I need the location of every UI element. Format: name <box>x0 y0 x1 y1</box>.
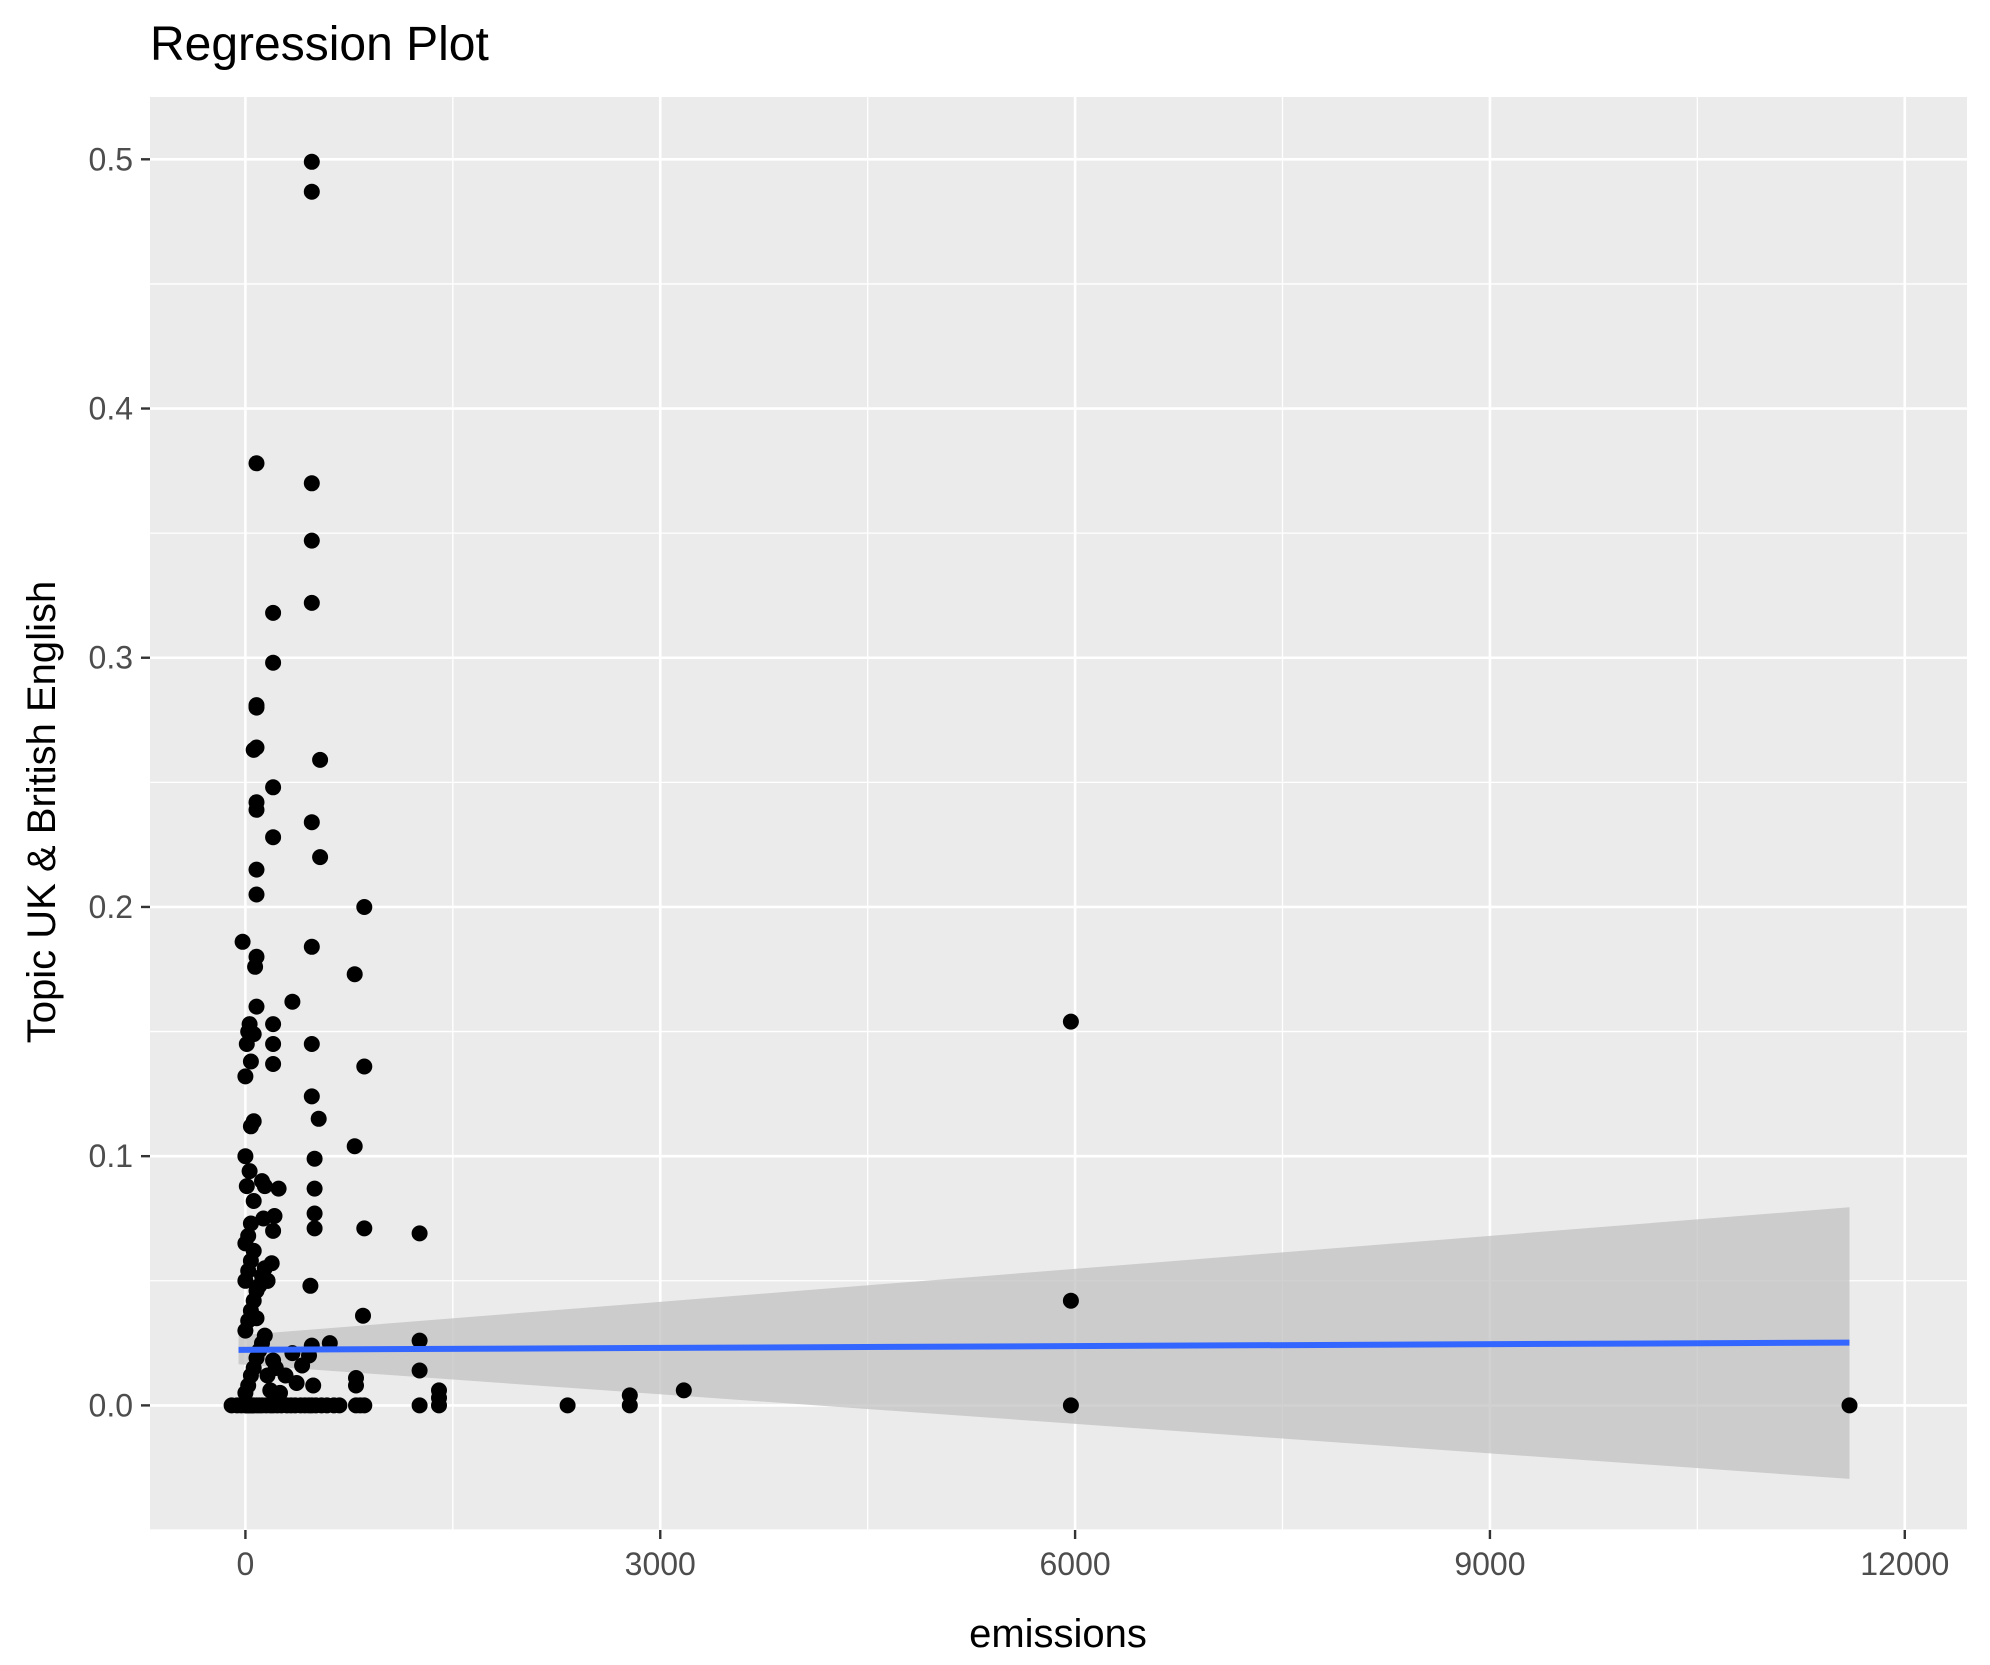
data-point <box>302 1277 319 1294</box>
data-point <box>312 751 329 768</box>
data-point <box>256 1327 273 1344</box>
data-point <box>303 938 320 955</box>
data-point <box>303 1088 320 1105</box>
data-point <box>265 1036 282 1052</box>
data-point <box>431 1389 447 1406</box>
data-point <box>559 1397 576 1414</box>
data-point <box>411 1397 428 1414</box>
data-point <box>265 1056 282 1072</box>
y-tick-label: 0.5 <box>89 141 133 177</box>
data-point <box>356 899 373 915</box>
regression-line-layer <box>238 1339 1850 1353</box>
data-point <box>1841 1397 1858 1414</box>
data-point <box>241 1163 258 1180</box>
x-tick-label: 3000 <box>625 1546 696 1582</box>
data-point <box>245 1193 262 1209</box>
data-point <box>675 1382 692 1399</box>
y-tick-label: 0.3 <box>89 640 133 676</box>
data-point <box>303 153 320 170</box>
data-point <box>306 1220 323 1237</box>
x-tick-label: 6000 <box>1039 1546 1110 1582</box>
y-axis-label: Topic UK & British English <box>20 581 64 1043</box>
data-point <box>303 814 320 831</box>
data-point <box>259 1272 276 1289</box>
data-point <box>303 475 320 492</box>
data-point <box>237 1068 254 1085</box>
y-tick-label: 0.4 <box>89 391 133 427</box>
data-point <box>411 1332 428 1349</box>
data-point <box>621 1387 638 1404</box>
x-tick-label: 0 <box>237 1546 255 1582</box>
data-point <box>248 455 265 472</box>
data-point <box>306 1150 323 1167</box>
data-point <box>331 1397 348 1414</box>
data-point <box>303 594 320 611</box>
data-point <box>248 1310 265 1327</box>
y-tick-label: 0.1 <box>89 1138 133 1174</box>
data-point <box>356 1220 373 1237</box>
y-axis: 0.0 0.1 0.2 0.3 0.4 0.5 <box>89 141 150 1423</box>
data-point <box>288 1375 305 1391</box>
data-point <box>411 1362 428 1379</box>
data-point <box>263 1255 280 1272</box>
data-point <box>248 794 265 811</box>
data-point <box>245 1113 262 1130</box>
data-point <box>234 933 251 950</box>
x-tick-label: 9000 <box>1454 1546 1525 1582</box>
x-tick-label: 12000 <box>1860 1546 1949 1582</box>
data-point <box>237 1148 254 1165</box>
data-point <box>1062 1292 1079 1309</box>
data-point <box>248 998 265 1015</box>
data-point <box>346 1138 363 1155</box>
x-axis-label: emissions <box>969 1612 1147 1656</box>
data-point <box>356 1058 373 1075</box>
data-point <box>303 1036 320 1052</box>
data-point <box>265 654 282 671</box>
data-point <box>303 532 320 549</box>
data-point <box>355 1307 371 1324</box>
confidence-band <box>238 1207 1850 1479</box>
data-point <box>348 1377 364 1394</box>
data-point <box>248 739 265 756</box>
data-point <box>248 697 265 714</box>
x-axis: 0 3000 6000 9000 12000 <box>237 1530 1949 1582</box>
data-point <box>306 1180 323 1197</box>
regression-line <box>238 1339 1850 1353</box>
data-point <box>265 1222 282 1239</box>
data-point <box>272 1384 288 1401</box>
data-point <box>245 1026 262 1043</box>
confidence-band-layer <box>238 1207 1850 1479</box>
data-point <box>265 604 282 621</box>
data-point <box>254 1173 270 1190</box>
data-point <box>1062 1397 1079 1414</box>
data-point <box>240 1227 257 1244</box>
data-point <box>242 1053 259 1070</box>
data-point <box>284 993 301 1010</box>
data-point <box>265 829 282 846</box>
data-point <box>265 1016 282 1033</box>
data-point <box>248 886 265 903</box>
data-point <box>312 849 329 866</box>
data-point <box>242 1215 259 1232</box>
data-point <box>265 779 282 796</box>
data-point <box>305 1377 322 1394</box>
data-point <box>255 1210 272 1227</box>
data-point <box>248 948 265 965</box>
chart-title: Regression Plot <box>150 18 489 71</box>
data-point <box>346 966 363 983</box>
data-point <box>356 1397 373 1414</box>
data-point <box>270 1180 287 1197</box>
data-point <box>1062 1013 1079 1030</box>
data-point <box>303 183 320 200</box>
data-point <box>310 1110 327 1127</box>
data-point <box>306 1205 323 1222</box>
data-point <box>411 1225 428 1242</box>
y-tick-label: 0.2 <box>89 889 133 925</box>
data-point <box>238 1178 255 1195</box>
y-tick-label: 0.0 <box>89 1387 133 1423</box>
data-point <box>248 861 265 878</box>
major-gridlines <box>150 97 1967 1530</box>
